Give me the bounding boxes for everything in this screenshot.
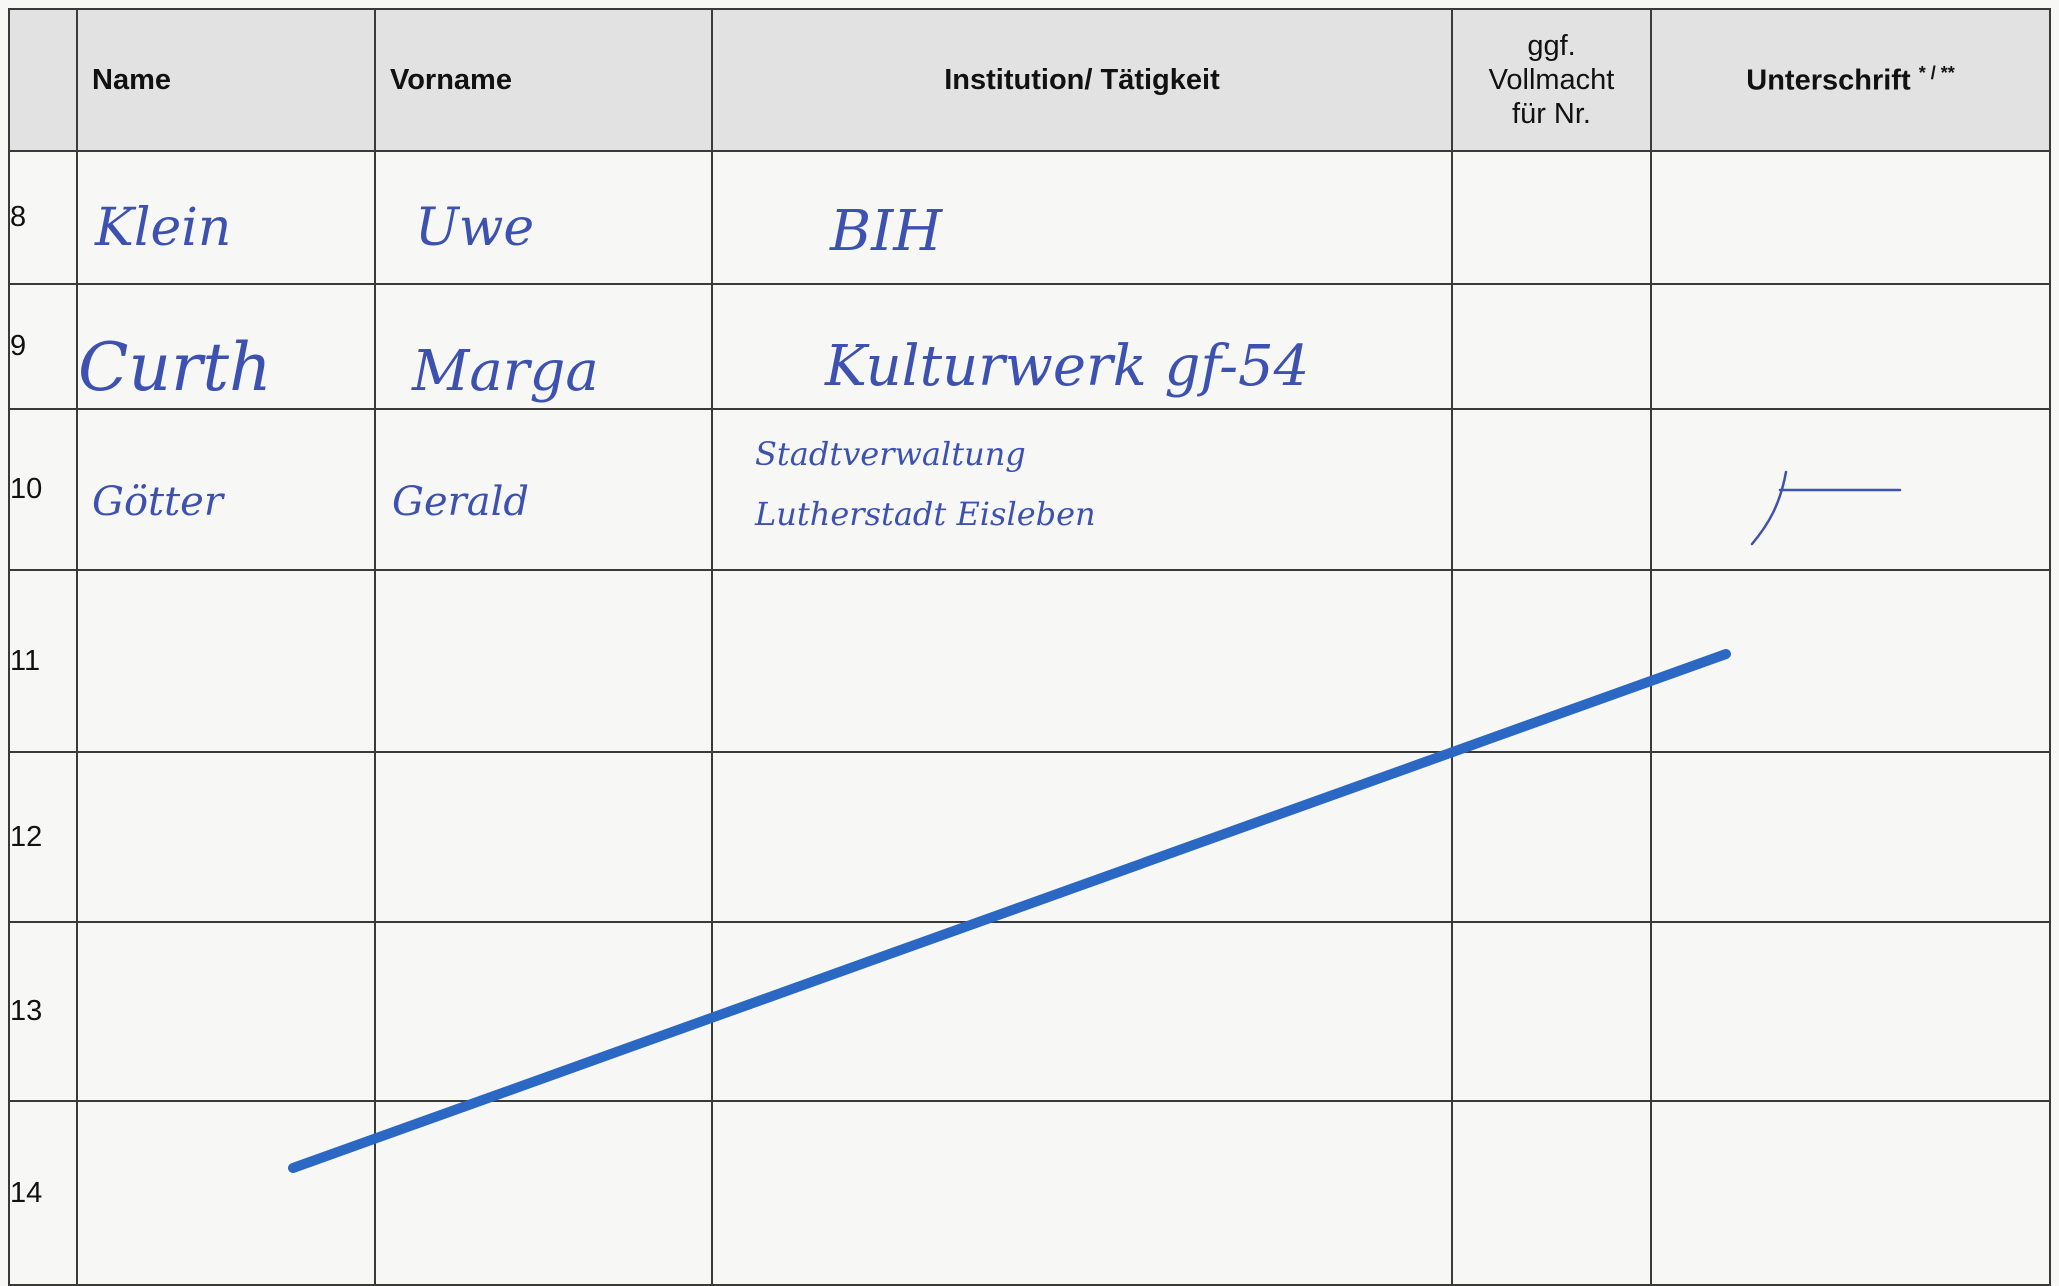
name-cell [76,283,376,410]
signature-cell [1650,921,2051,1102]
attendance-table: Name Vorname Institution/ Tätigkeit ggf.… [8,8,2051,1286]
name-cell [76,150,376,285]
row-number: 11 [8,569,78,753]
name-cell [76,408,376,571]
name-cell [76,569,376,753]
table-row: 9 [8,283,2051,410]
header-vollmacht-line3: für Nr. [1512,98,1591,130]
name-cell [76,1100,376,1286]
vollmacht-cell [1451,1100,1652,1286]
row-number: 9 [8,283,78,410]
vollmacht-cell [1451,569,1652,753]
signature-cell [1650,751,2051,923]
header-institution: Institution/ Tätigkeit [711,8,1453,152]
row-number: 12 [8,751,78,923]
table-row: 10 [8,408,2051,571]
institution-cell [711,921,1453,1102]
row-number: 10 [8,408,78,571]
row-number: 13 [8,921,78,1102]
signature-cell [1650,1100,2051,1286]
table-row: 8 [8,150,2051,285]
table-row: 11 [8,569,2051,753]
vorname-cell [374,283,713,410]
vorname-cell [374,569,713,753]
name-cell [76,921,376,1102]
vollmacht-cell [1451,150,1652,285]
institution-cell [711,1100,1453,1286]
signature-cell [1650,569,2051,753]
signature-cell [1650,150,2051,285]
header-row: Name Vorname Institution/ Tätigkeit ggf.… [8,8,2051,152]
header-unterschrift-label: Unterschrift [1746,64,1911,97]
table-row: 12 [8,751,2051,923]
header-number [8,8,78,152]
header-name: Name [76,8,376,152]
header-vorname: Vorname [374,8,713,152]
vorname-cell [374,751,713,923]
institution-cell [711,569,1453,753]
header-vollmacht-line2: Vollmacht [1488,64,1615,96]
table-row: 14 [8,1100,2051,1286]
institution-cell [711,408,1453,571]
row-number: 14 [8,1100,78,1286]
header-unterschrift: Unterschrift * / ** [1650,8,2051,152]
vorname-cell [374,408,713,571]
signature-cell [1650,283,2051,410]
vollmacht-cell [1451,283,1652,410]
table-row: 13 [8,921,2051,1102]
vollmacht-cell [1451,408,1652,571]
institution-cell [711,751,1453,923]
institution-cell [711,283,1453,410]
header-unterschrift-mark: * / ** [1918,62,1955,83]
vollmacht-cell [1451,751,1652,923]
header-vollmacht-line1: ggf. [1527,30,1576,62]
vollmacht-cell [1451,921,1652,1102]
vorname-cell [374,1100,713,1286]
vorname-cell [374,921,713,1102]
header-vollmacht: ggf. Vollmacht für Nr. [1451,8,1652,152]
vorname-cell [374,150,713,285]
institution-cell [711,150,1453,285]
signature-cell [1650,408,2051,571]
row-number: 8 [8,150,78,285]
name-cell [76,751,376,923]
